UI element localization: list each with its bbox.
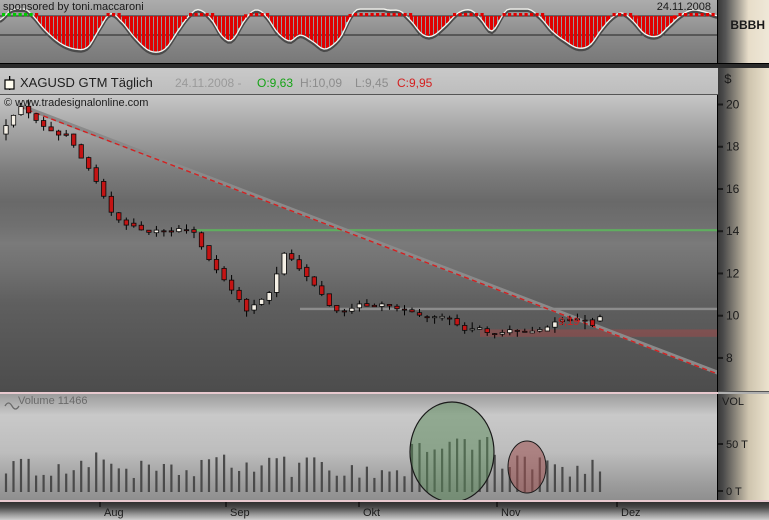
svg-text:50 T: 50 T (726, 439, 748, 451)
svg-text:8: 8 (726, 351, 733, 365)
svg-text:Dez: Dez (621, 507, 641, 519)
svg-text:Aug: Aug (104, 507, 124, 519)
svg-text:0 T: 0 T (726, 486, 742, 498)
svg-text:10: 10 (726, 309, 740, 323)
svg-text:Sep: Sep (230, 507, 250, 519)
svg-text:Nov: Nov (501, 507, 521, 519)
svg-text:9,19: 9,19 (558, 316, 579, 328)
svg-text:Okt: Okt (363, 507, 380, 519)
svg-text:14: 14 (726, 224, 740, 238)
svg-text:16: 16 (726, 182, 740, 196)
svg-text:20: 20 (726, 98, 740, 112)
svg-text:12: 12 (726, 266, 740, 280)
svg-text:18: 18 (726, 140, 740, 154)
